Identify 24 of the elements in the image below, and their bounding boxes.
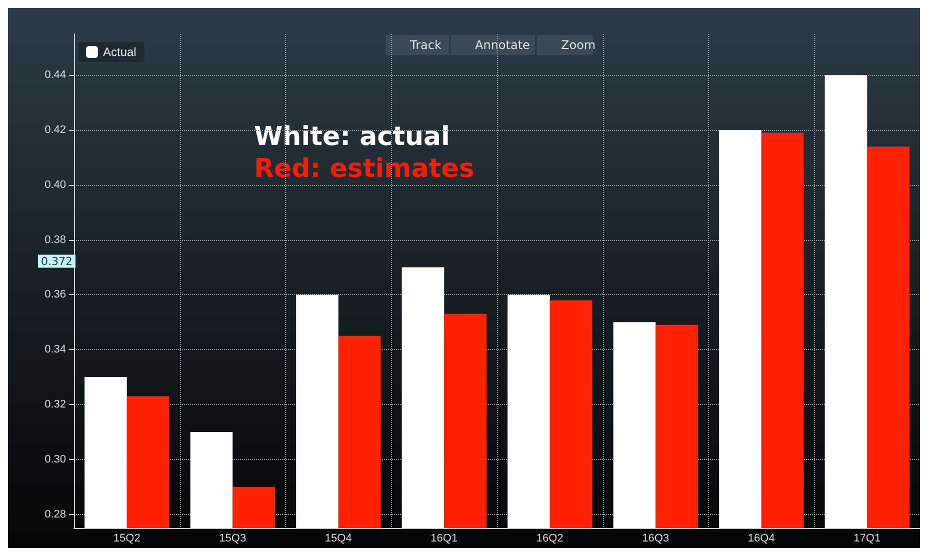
y-tick-label: 0.40 (44, 178, 66, 191)
annotation: Annotate (475, 38, 530, 52)
x-tick-label: 16Q3 (642, 532, 670, 544)
annotation: White: actual (254, 122, 450, 152)
annotation: Red: estimates (254, 154, 474, 184)
y-tick-label: 0.32 (44, 398, 66, 410)
annotation: Track (409, 38, 442, 52)
y-tick-label: 0.28 (44, 508, 66, 520)
x-tick-label: 16Q2 (536, 532, 564, 544)
y-tick-label: 0.42 (44, 124, 66, 136)
x-tick-label: 15Q2 (113, 532, 140, 544)
y-tick-label: 0.36 (44, 288, 66, 301)
y-tick-label: 0.30 (44, 453, 66, 466)
y-tick-label: 0.44 (44, 69, 66, 82)
x-tick-label: 16Q1 (430, 532, 458, 544)
x-tick-label: 16Q4 (748, 532, 775, 544)
y-tick-label: 0.34 (44, 344, 66, 356)
x-tick-label: 15Q4 (324, 532, 352, 544)
legend-label: Actual (103, 45, 136, 59)
annotation: 0.372 (41, 254, 72, 268)
x-tick-label: 15Q3 (219, 532, 246, 544)
y-tick-label: 0.38 (44, 234, 66, 246)
annotation: Zoom (561, 38, 596, 52)
x-tick-label: 17Q1 (854, 532, 881, 544)
